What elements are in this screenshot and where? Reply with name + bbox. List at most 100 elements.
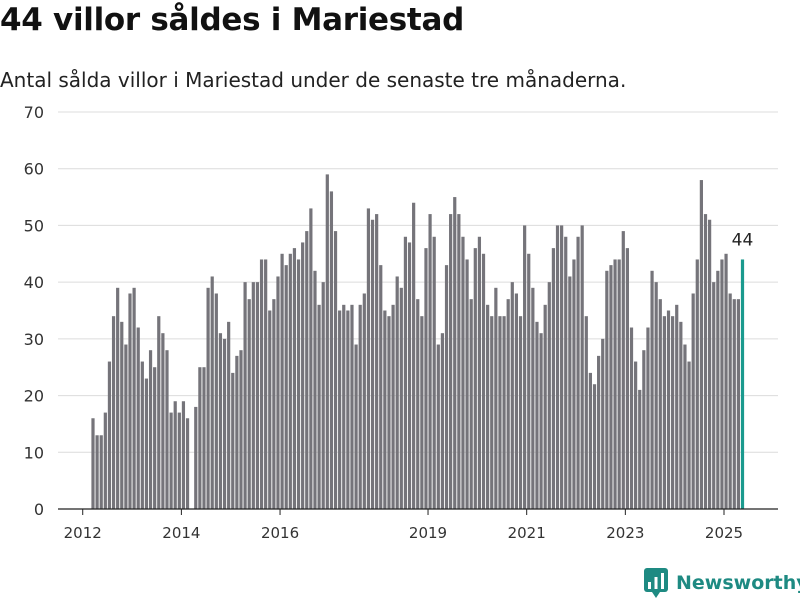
bar bbox=[469, 299, 473, 509]
bar bbox=[708, 219, 712, 509]
bar bbox=[679, 321, 683, 509]
bar bbox=[547, 282, 551, 509]
bar bbox=[416, 299, 420, 509]
bar bbox=[494, 287, 498, 509]
bar bbox=[724, 253, 728, 509]
bar bbox=[148, 350, 153, 509]
bar bbox=[601, 338, 605, 509]
bar bbox=[658, 299, 662, 509]
bar bbox=[370, 219, 375, 509]
bar bbox=[391, 304, 395, 509]
bar bbox=[551, 248, 556, 509]
y-tick-label: 40 bbox=[24, 273, 44, 292]
bar bbox=[280, 253, 284, 509]
bar bbox=[444, 265, 449, 509]
bar bbox=[461, 236, 465, 509]
bar bbox=[572, 259, 576, 509]
bar bbox=[506, 299, 510, 509]
bar bbox=[227, 321, 231, 509]
bar bbox=[424, 248, 428, 509]
bar bbox=[399, 287, 403, 509]
bar bbox=[502, 316, 506, 509]
newsworthy-logo: Newsworthy bbox=[644, 568, 800, 598]
y-tick-label: 60 bbox=[24, 160, 44, 179]
bar bbox=[321, 282, 325, 509]
bar bbox=[695, 259, 699, 509]
bar bbox=[716, 270, 720, 509]
bar bbox=[412, 202, 416, 509]
bar bbox=[107, 361, 112, 509]
bar bbox=[124, 344, 128, 509]
bar bbox=[292, 248, 297, 509]
x-tick-label: 2021 bbox=[508, 524, 546, 542]
bar bbox=[605, 270, 609, 509]
bar bbox=[395, 276, 399, 509]
bar bbox=[144, 378, 149, 509]
bar bbox=[222, 338, 227, 509]
bar bbox=[91, 418, 95, 509]
bar bbox=[543, 304, 547, 509]
bar bbox=[490, 316, 494, 509]
bar bbox=[646, 327, 650, 509]
y-tick-label: 0 bbox=[34, 500, 44, 519]
bar bbox=[592, 384, 597, 509]
bar bbox=[161, 333, 165, 509]
bar bbox=[379, 265, 383, 509]
bar bbox=[580, 225, 584, 509]
bar bbox=[301, 242, 305, 509]
bar bbox=[428, 214, 432, 510]
bar bbox=[535, 321, 539, 509]
bar bbox=[329, 191, 334, 509]
bar bbox=[732, 299, 736, 509]
bar bbox=[116, 287, 120, 509]
bar bbox=[202, 367, 206, 509]
bar bbox=[588, 372, 593, 509]
bar bbox=[638, 389, 642, 509]
bar bbox=[650, 270, 654, 509]
bar bbox=[576, 236, 580, 509]
bar bbox=[247, 299, 251, 509]
bar bbox=[346, 310, 350, 509]
bar bbox=[465, 259, 469, 509]
bar bbox=[350, 304, 354, 509]
x-tick-label: 2025 bbox=[705, 524, 743, 542]
bar bbox=[699, 180, 703, 510]
bar bbox=[354, 344, 358, 509]
bar bbox=[473, 248, 477, 509]
bar bbox=[634, 361, 638, 509]
bar bbox=[342, 304, 346, 509]
bar bbox=[666, 310, 671, 509]
bar bbox=[736, 299, 740, 509]
highlighted-bar bbox=[740, 259, 745, 509]
bar bbox=[712, 282, 716, 509]
bar bbox=[288, 253, 292, 509]
bar bbox=[568, 276, 572, 509]
bar bbox=[560, 225, 564, 509]
bar bbox=[703, 214, 708, 510]
bar bbox=[683, 344, 687, 509]
bar bbox=[564, 236, 568, 509]
bar bbox=[436, 344, 440, 509]
bar bbox=[264, 259, 268, 509]
newsworthy-logo-icon bbox=[644, 568, 668, 598]
x-tick-label: 2023 bbox=[606, 524, 644, 542]
bar bbox=[613, 259, 617, 509]
bar bbox=[403, 236, 408, 509]
bar bbox=[153, 367, 157, 509]
bar bbox=[218, 333, 223, 509]
x-tick-label: 2012 bbox=[64, 524, 102, 542]
bar bbox=[165, 350, 169, 509]
bar bbox=[662, 316, 666, 509]
annotations: 44 bbox=[732, 230, 754, 250]
bar bbox=[338, 310, 342, 509]
highlight-value-label: 44 bbox=[732, 230, 754, 250]
bar bbox=[609, 265, 613, 509]
bar bbox=[675, 304, 679, 509]
bar bbox=[555, 225, 560, 509]
bar bbox=[453, 197, 457, 510]
bar bbox=[625, 248, 630, 509]
bar bbox=[486, 304, 490, 509]
bar bbox=[523, 225, 527, 509]
y-tick-label: 70 bbox=[24, 103, 44, 122]
